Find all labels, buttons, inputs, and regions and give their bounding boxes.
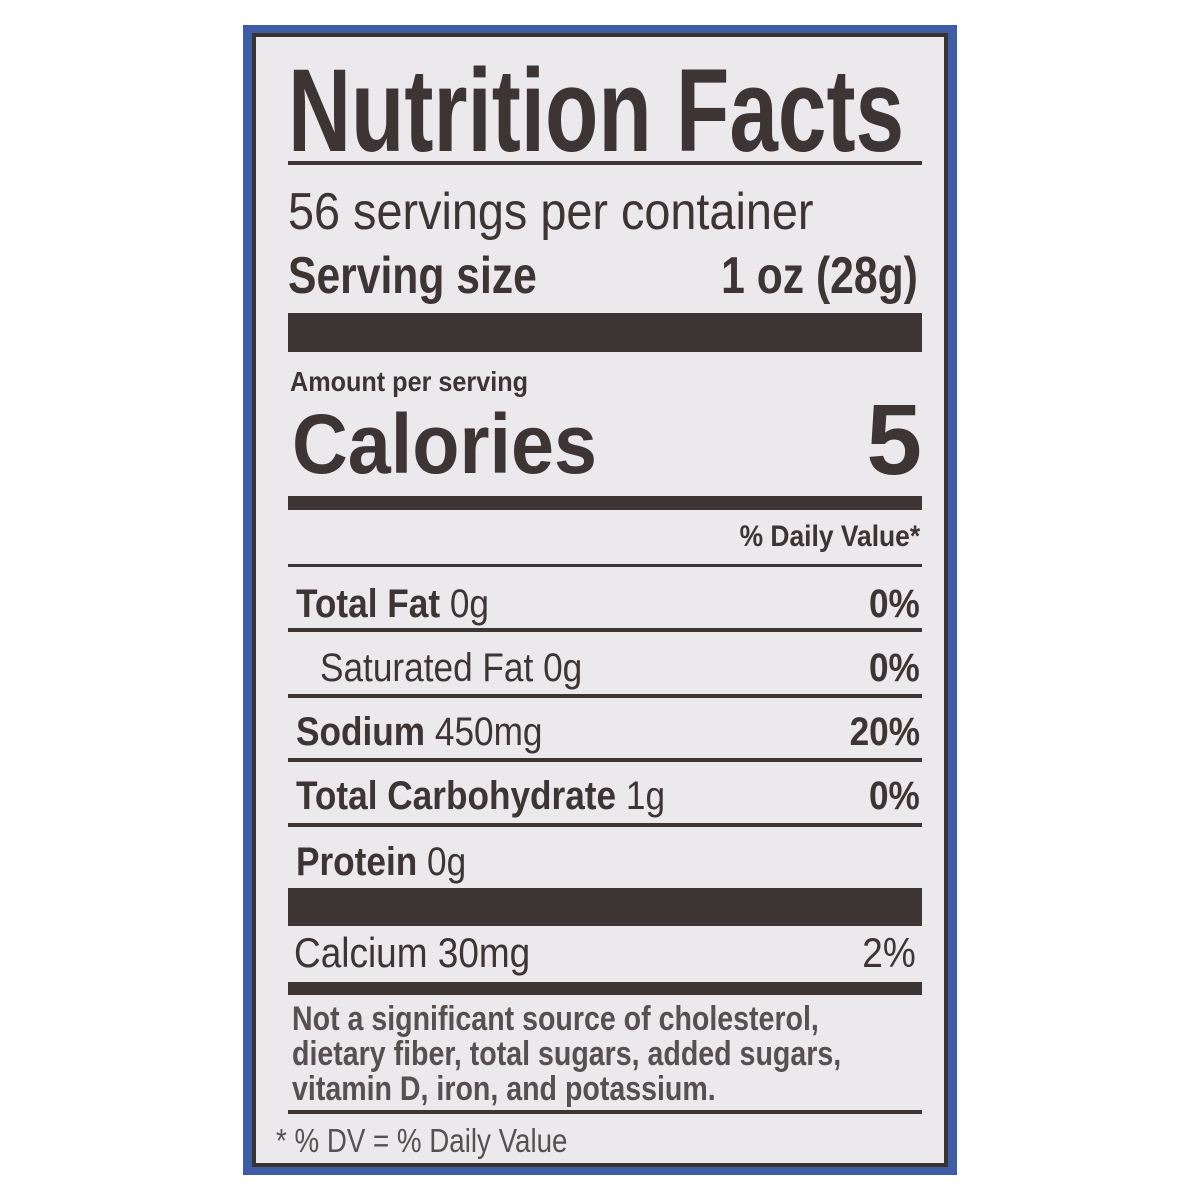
divider bbox=[288, 564, 922, 567]
nutrient-amount: 1g bbox=[625, 774, 666, 818]
nutrient-dv: 20% bbox=[849, 710, 920, 754]
divider bbox=[288, 758, 922, 762]
divider bbox=[288, 1110, 922, 1114]
divider bbox=[288, 694, 922, 698]
nutrient-name: Sodium bbox=[296, 710, 426, 754]
nutrient-dv: 2% bbox=[862, 929, 916, 976]
serving-size-value: 1 oz (28g) bbox=[721, 247, 918, 305]
thick-divider bbox=[288, 888, 922, 926]
thick-divider bbox=[288, 313, 922, 352]
divider bbox=[288, 161, 922, 165]
nutrient-text: Protein 0g bbox=[296, 842, 466, 882]
divider bbox=[288, 823, 922, 827]
label-title: Nutrition Facts bbox=[288, 45, 905, 177]
calories-value: 5 bbox=[866, 384, 922, 496]
footnote-line: Not a significant source of cholesterol, bbox=[292, 1000, 819, 1038]
nutrient-amount: 0g bbox=[449, 582, 490, 626]
nutrient-name: Total Carbohydrate bbox=[296, 774, 617, 818]
nutrient-amount: 30mg bbox=[437, 929, 531, 976]
divider bbox=[288, 628, 922, 632]
nutrient-text: Total Carbohydrate 1g bbox=[296, 776, 665, 816]
medium-divider bbox=[288, 982, 922, 995]
daily-value-header: % Daily Value* bbox=[739, 520, 920, 553]
nutrient-name: Saturated Fat bbox=[320, 646, 534, 690]
nutrient-name: Protein bbox=[296, 840, 418, 884]
nutrient-text: Saturated Fat 0g bbox=[320, 648, 582, 688]
nutrient-text: Total Fat 0g bbox=[296, 584, 489, 624]
nutrition-facts-panel bbox=[252, 33, 948, 1167]
nutrient-amount: 0g bbox=[427, 840, 467, 884]
nutrient-dv: 0% bbox=[869, 582, 920, 626]
nutrient-name: Calcium bbox=[294, 929, 428, 976]
nutrient-amount: 0g bbox=[543, 646, 583, 690]
nutrient-name: Total Fat bbox=[296, 582, 441, 626]
servings-per-container: 56 servings per container bbox=[288, 183, 814, 241]
nutrient-amount: 450mg bbox=[434, 710, 543, 754]
calories-label: Calories bbox=[292, 397, 597, 491]
medium-divider bbox=[288, 496, 922, 510]
nutrient-dv: 0% bbox=[869, 774, 920, 818]
dv-footnote: * % DV = % Daily Value bbox=[276, 1122, 568, 1159]
nutrient-text: Sodium 450mg bbox=[296, 712, 542, 752]
nutrient-text: Calcium 30mg bbox=[294, 932, 530, 974]
amount-per-serving: Amount per serving bbox=[290, 366, 529, 397]
serving-size-label: Serving size bbox=[288, 247, 537, 305]
footnote-line: vitamin D, iron, and potassium. bbox=[292, 1070, 716, 1108]
nutrient-dv: 0% bbox=[869, 646, 920, 690]
footnote-line: dietary fiber, total sugars, added sugar… bbox=[292, 1035, 842, 1073]
